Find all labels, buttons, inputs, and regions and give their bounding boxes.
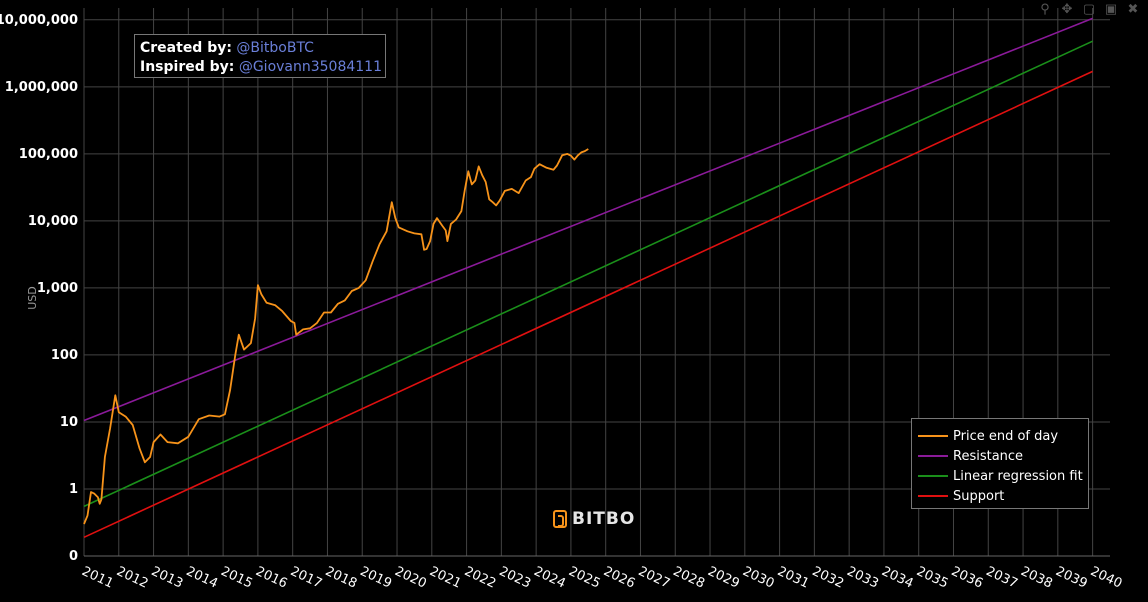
series-line-support: [83, 70, 1093, 539]
x-tick-label: 2034: [879, 564, 915, 592]
x-tick-label: 2021: [427, 564, 463, 592]
y-tick-label: 10,000,000: [0, 13, 78, 28]
chart-modebar: ⚲ ✥ ▢ ▣ ✖: [1038, 2, 1140, 16]
y-tick-label: 1: [69, 482, 78, 497]
x-tick-label: 2016: [253, 564, 289, 592]
legend-swatch: [918, 435, 948, 437]
x-tick-label: 2035: [914, 564, 950, 592]
legend-swatch: [918, 475, 948, 477]
x-tick-label: 2026: [601, 564, 637, 592]
x-tick-label: 2028: [671, 564, 707, 592]
x-tick-label: 2014: [184, 564, 220, 592]
x-tick-label: 2012: [114, 564, 150, 592]
y-tick-label: 10: [60, 415, 78, 430]
x-tick-labels: 2011201220132014201520162017201820192020…: [79, 564, 1124, 592]
created-handle-link[interactable]: @BitboBTC: [236, 40, 314, 56]
x-tick-label: 2029: [705, 564, 741, 592]
legend-item-resistance[interactable]: Resistance: [918, 446, 1088, 466]
x-tick-label: 2033: [844, 564, 880, 592]
legend-item-regression[interactable]: Linear regression fit: [918, 466, 1088, 486]
y-tick-label: 1,000: [37, 281, 78, 296]
x-tick-label: 2032: [810, 564, 846, 592]
series-line-linear-regression-fit: [83, 40, 1093, 508]
x-tick-label: 2038: [1018, 564, 1054, 592]
credits-box: Created by: @BitboBTC Inspired by: @Giov…: [134, 34, 386, 78]
inspired-label: Inspired by:: [140, 59, 235, 75]
legend-swatch: [918, 455, 948, 457]
legend-item-support[interactable]: Support: [918, 486, 1088, 506]
x-tick-label: 2037: [984, 564, 1020, 592]
y-tick-label: 10,000: [28, 214, 78, 229]
y-axis-label: USD: [26, 286, 39, 310]
reset-icon[interactable]: ✖: [1127, 1, 1139, 16]
pan-icon[interactable]: ✥: [1061, 1, 1073, 16]
legend-label: Resistance: [953, 448, 1024, 464]
y-tick-label: 1,000,000: [5, 80, 78, 95]
legend-label: Linear regression fit: [953, 468, 1083, 484]
legend-swatch: [918, 495, 948, 497]
x-tick-label: 2039: [1053, 564, 1089, 592]
autoscale-icon[interactable]: ▣: [1104, 1, 1118, 16]
x-tick-label: 2036: [949, 564, 985, 592]
x-tick-label: 2024: [531, 564, 567, 592]
x-tick-label: 2027: [636, 564, 672, 592]
x-tick-label: 2022: [462, 564, 498, 592]
legend-item-price[interactable]: Price end of day: [918, 426, 1088, 446]
x-tick-label: 2040: [1088, 564, 1124, 592]
y-tick-label: 0: [69, 549, 78, 564]
x-tick-label: 2031: [775, 564, 811, 592]
inspired-handle-link[interactable]: @Giovann35084111: [238, 59, 382, 75]
legend-label: Price end of day: [953, 428, 1059, 444]
legend-label: Support: [953, 488, 1005, 504]
x-tick-label: 2025: [566, 564, 602, 592]
x-tick-label: 2030: [740, 564, 776, 592]
x-tick-label: 2011: [79, 564, 115, 592]
x-tick-label: 2015: [218, 564, 254, 592]
created-label: Created by:: [140, 40, 232, 56]
bitbo-logo-icon: [553, 510, 567, 528]
x-tick-label: 2018: [323, 564, 359, 592]
legend: Price end of day Resistance Linear regre…: [911, 418, 1089, 509]
x-tick-label: 2019: [358, 564, 394, 592]
bitbo-watermark: BITBO: [553, 509, 635, 529]
x-tick-label: 2020: [392, 564, 428, 592]
x-tick-label: 2013: [149, 564, 185, 592]
brand-name: BITBO: [572, 509, 636, 529]
zoom-icon[interactable]: ⚲: [1040, 1, 1050, 16]
y-tick-label: 100,000: [19, 147, 78, 162]
x-tick-label: 2017: [288, 564, 324, 592]
y-tick-label: 100: [51, 348, 78, 363]
y-tick-labels: 0 1 10 100 1,000 10,000 100,000 1,000,000 10,000…: [0, 13, 78, 564]
zoom-box-icon[interactable]: ▢: [1082, 1, 1096, 16]
x-tick-label: 2023: [497, 564, 533, 592]
series-line-price-end-of-day: [83, 148, 589, 525]
series-line-resistance: [83, 17, 1093, 422]
series-layer: [83, 17, 1093, 539]
